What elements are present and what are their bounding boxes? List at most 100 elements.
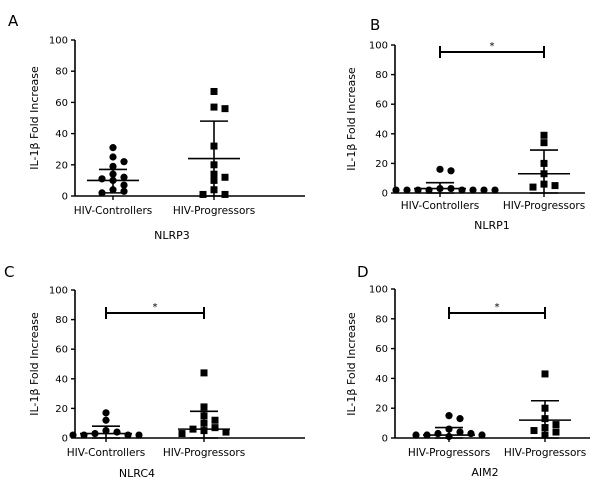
x-category-label: HIV-Controllers: [74, 205, 152, 217]
y-tick-label: 100: [49, 36, 68, 47]
panel-letter: D: [357, 263, 369, 281]
data-point-circle: [69, 431, 77, 439]
data-point-circle: [412, 431, 420, 439]
data-point-square: [221, 105, 229, 113]
data-point-square: [221, 173, 229, 181]
chart-title: NLRC4: [119, 467, 155, 477]
y-tick-label: 80: [55, 67, 68, 78]
y-tick-label: 60: [375, 344, 388, 355]
data-point-circle: [109, 153, 117, 161]
chart-title: NLRP3: [154, 229, 190, 242]
data-point-circle: [480, 186, 488, 194]
y-axis-label: IL-1β Fold Increase: [28, 66, 41, 170]
data-point-circle: [403, 186, 411, 194]
significance-star: *: [490, 41, 495, 52]
y-tick-label: 40: [55, 129, 68, 140]
y-tick-label: 60: [55, 345, 68, 356]
data-point-square: [541, 370, 549, 378]
data-point-square: [552, 421, 560, 429]
data-point-square: [210, 103, 218, 111]
y-tick-label: 0: [382, 189, 388, 200]
x-category-label: HIV-Progressors: [408, 447, 490, 459]
x-category-label: HIV-Progressors: [163, 447, 245, 459]
data-point-circle: [456, 415, 464, 423]
data-point-square: [221, 190, 229, 198]
data-point-square: [178, 430, 186, 438]
data-point-circle: [434, 429, 442, 438]
data-point-square: [199, 190, 207, 198]
y-tick-label: 60: [55, 98, 68, 109]
data-point-square: [200, 369, 208, 377]
data-point-circle: [447, 167, 455, 175]
data-point-circle: [98, 175, 106, 183]
y-tick-label: 20: [55, 160, 68, 171]
y-axis-label: IL-1β Fold Increase: [345, 67, 358, 171]
y-tick-label: 20: [375, 404, 388, 415]
data-point-square: [222, 428, 230, 436]
significance-star: *: [495, 302, 500, 313]
y-tick-label: 60: [375, 100, 388, 111]
data-point-circle: [456, 428, 464, 436]
y-tick-label: 40: [55, 374, 68, 385]
data-point-circle: [120, 158, 128, 166]
chart-title: NLRP1: [474, 219, 510, 232]
y-tick-label: 20: [55, 404, 68, 415]
data-point-square: [529, 183, 537, 191]
data-point-circle: [109, 144, 117, 152]
data-point-square: [200, 403, 208, 411]
y-tick-label: 100: [369, 41, 388, 52]
data-point-circle: [458, 186, 466, 194]
y-tick-label: 0: [382, 434, 388, 445]
data-point-circle: [102, 416, 110, 424]
data-point-square: [551, 182, 559, 190]
data-point-circle: [392, 186, 400, 194]
y-tick-label: 40: [375, 129, 388, 140]
x-category-label: HIV-Progressors: [504, 447, 586, 459]
panel-letter: C: [4, 263, 14, 281]
data-point-square: [530, 427, 538, 435]
data-point-circle: [120, 187, 128, 195]
data-point-circle: [124, 431, 132, 439]
y-tick-label: 0: [62, 192, 68, 203]
y-tick-label: 100: [49, 286, 68, 297]
y-tick-label: 80: [375, 314, 388, 325]
data-point-circle: [109, 162, 117, 170]
y-axis-label: IL-1β Fold Increase: [28, 312, 41, 416]
data-point-circle: [113, 428, 121, 436]
data-point-circle: [102, 409, 110, 417]
data-point-circle: [445, 412, 453, 420]
panel-a: A 0 20 40 60 80 100 HIV-Controllers HIV-Progress…: [8, 12, 305, 242]
y-tick-label: 40: [375, 374, 388, 385]
x-category-label: HIV-Controllers: [67, 447, 145, 459]
data-point-circle: [120, 181, 128, 189]
data-point-square: [211, 424, 219, 432]
y-tick-label: 80: [55, 315, 68, 326]
data-point-square: [552, 428, 560, 436]
data-point-circle: [478, 431, 486, 439]
data-point-circle: [436, 165, 444, 173]
y-tick-label: 80: [375, 70, 388, 81]
panel-letter: A: [8, 12, 19, 30]
y-axis-label: IL-1β Fold Increase: [345, 312, 358, 416]
data-point-circle: [80, 431, 88, 439]
x-category-label: HIV-Controllers: [401, 200, 479, 212]
data-point-square: [211, 416, 219, 424]
data-point-square: [540, 131, 548, 139]
data-point-square: [540, 139, 548, 147]
data-point-circle: [135, 431, 143, 439]
y-tick-label: 0: [62, 434, 68, 445]
panel-b: B 0 20 40 60 80 100 HIV-Controllers HIV-Progress…: [345, 16, 585, 232]
x-category-label: HIV-Progressors: [503, 200, 585, 212]
x-category-label: HIV-Progressors: [173, 205, 255, 217]
data-point-circle: [414, 186, 422, 194]
significance-star: *: [153, 302, 158, 313]
data-point-square: [210, 87, 218, 95]
data-point-circle: [467, 429, 475, 438]
panel-d: D 0 20 40 60 80 100 HIV-Progressors HIV-Progress…: [345, 263, 590, 477]
panel-c: C 0 20 40 60 80 100 HIV-Controllers HIV-Progress…: [4, 263, 305, 477]
panel-letter: B: [370, 16, 380, 34]
data-point-circle: [491, 186, 499, 194]
y-tick-label: 20: [375, 159, 388, 170]
data-point-circle: [469, 186, 477, 194]
